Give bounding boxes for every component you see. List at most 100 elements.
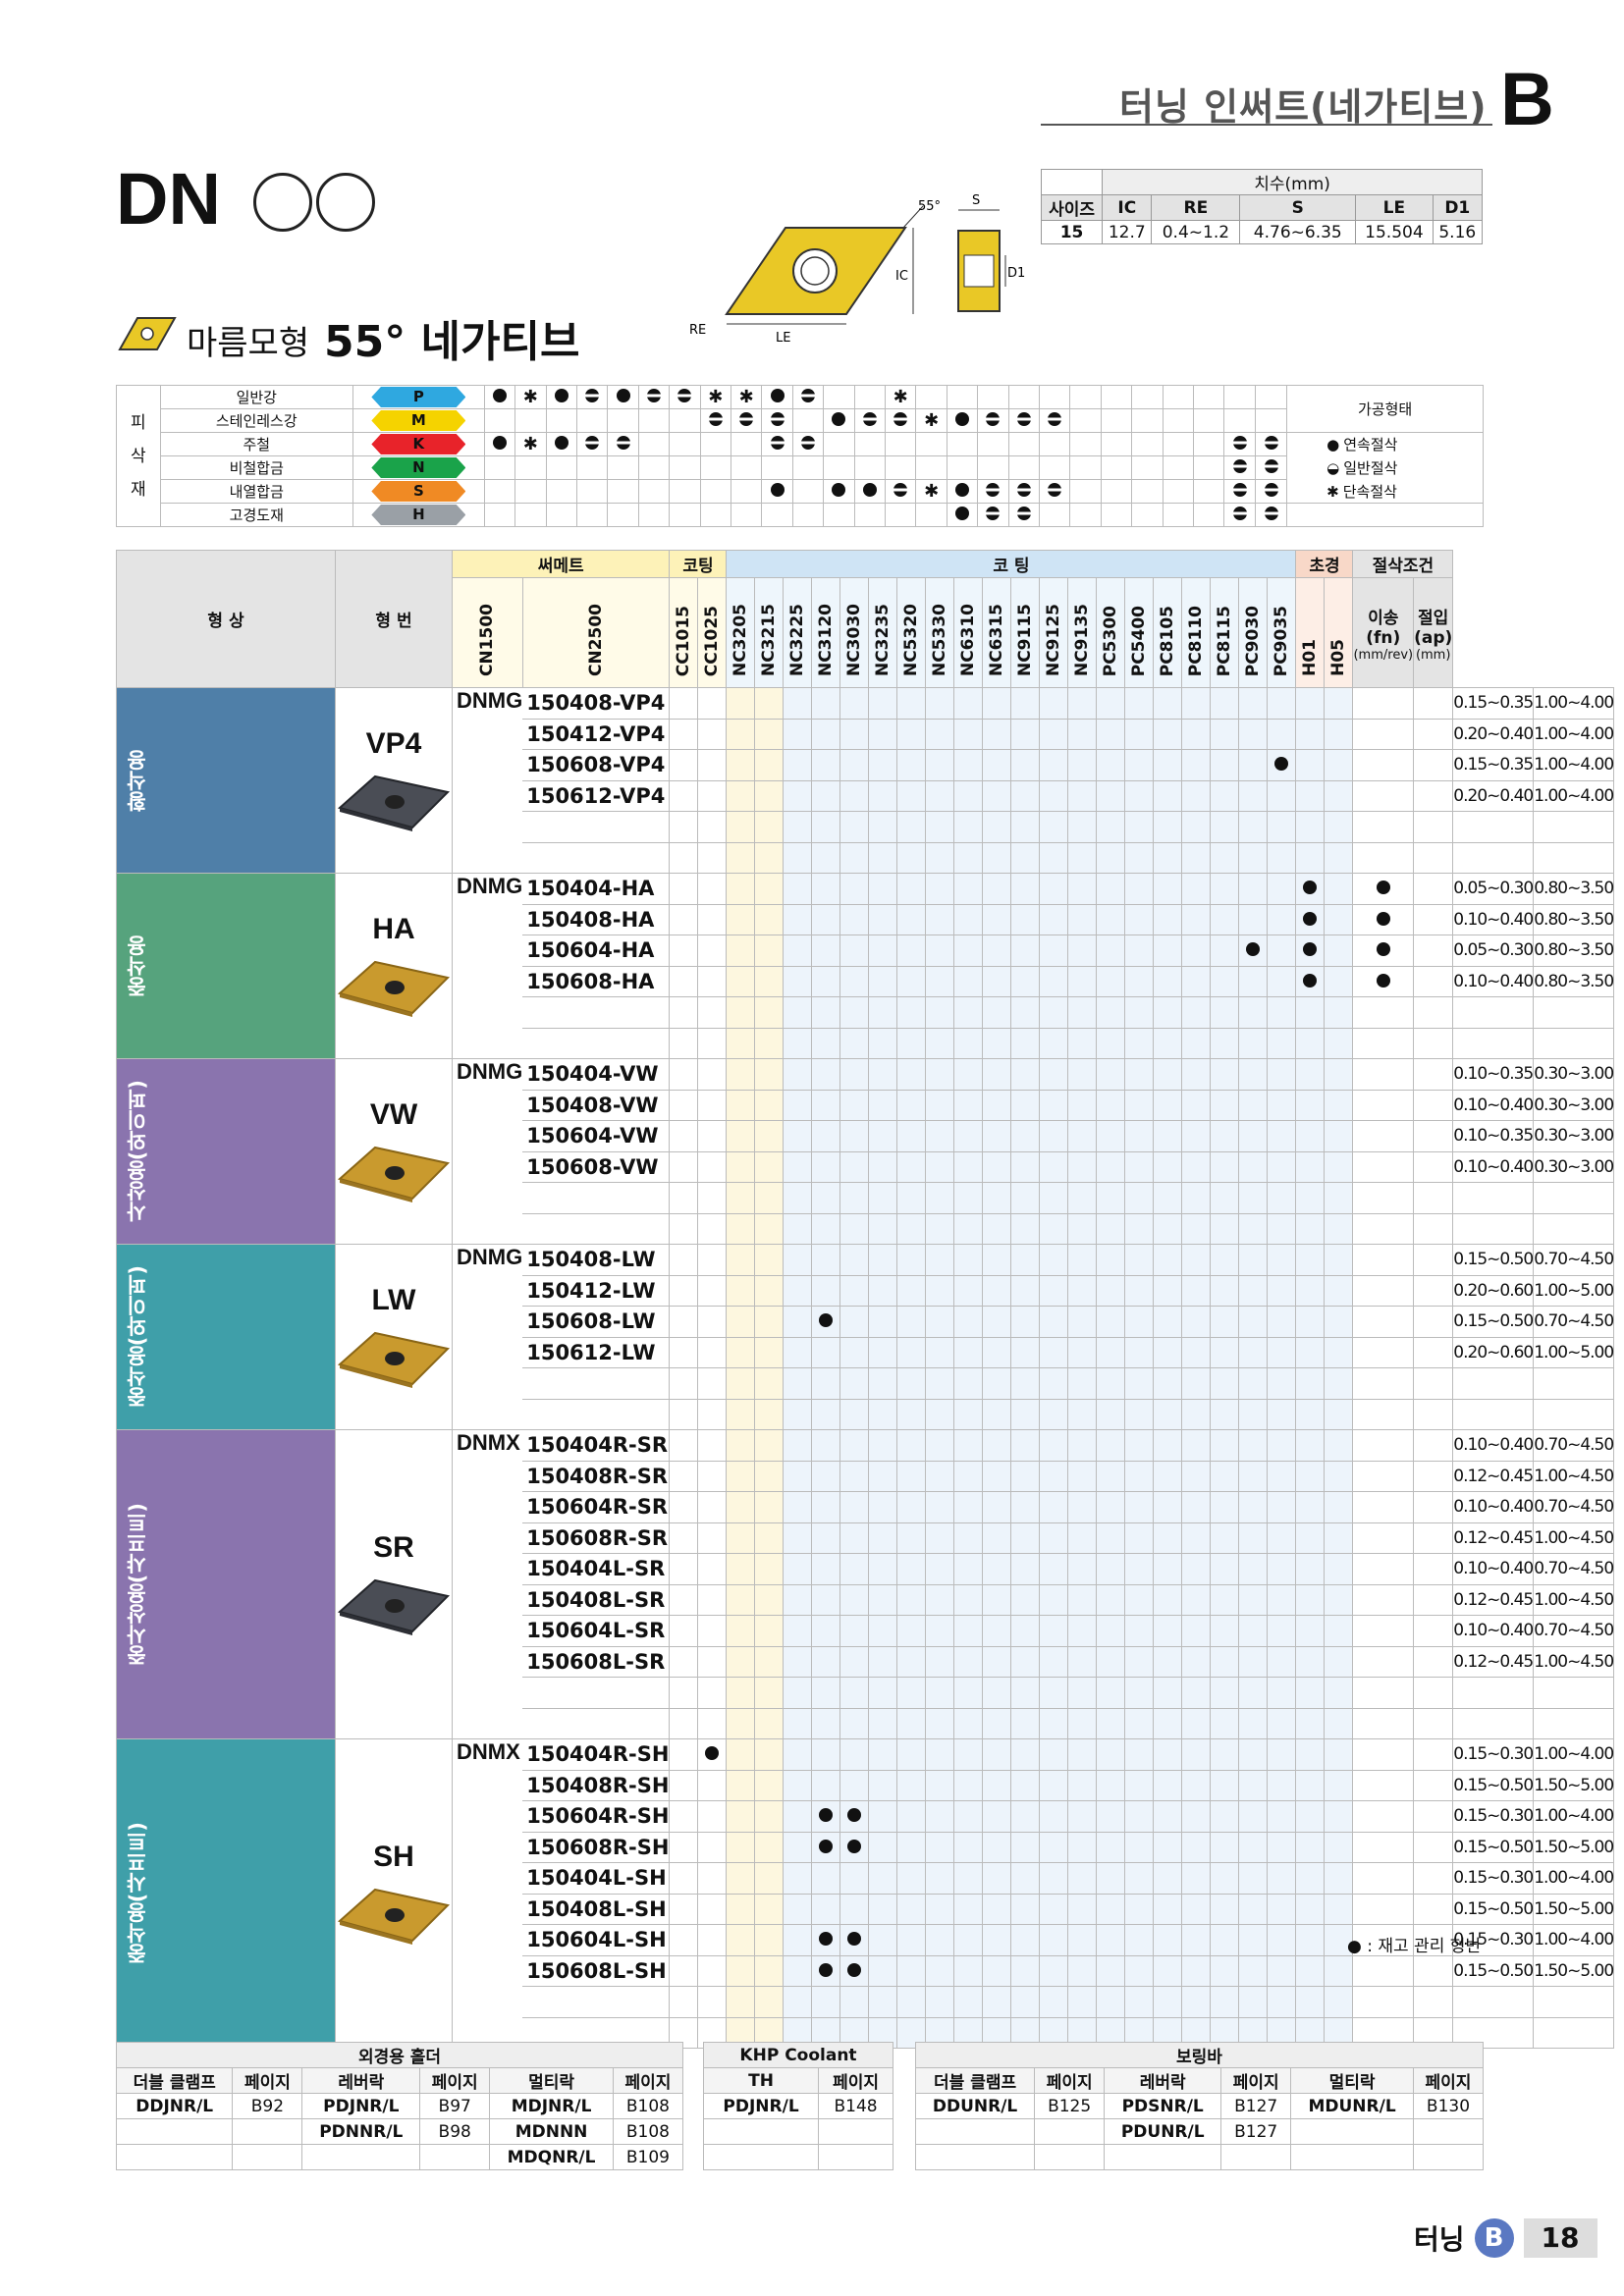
insert-code xyxy=(522,1677,671,1709)
material-grade-cell xyxy=(669,455,701,480)
grade-cell xyxy=(982,1398,1012,1430)
holder-cell xyxy=(1412,2118,1485,2145)
grade-cell xyxy=(896,779,927,812)
grade-cell xyxy=(1124,1058,1155,1091)
grade-cell xyxy=(811,1244,841,1276)
grade-cell xyxy=(1324,1429,1354,1462)
grade-cell xyxy=(1096,1274,1126,1307)
grade-cell xyxy=(669,1212,699,1245)
grade-cell xyxy=(1324,1089,1354,1121)
insert-code xyxy=(522,841,671,874)
grade-cell xyxy=(783,841,813,874)
grade-header: H05 xyxy=(1324,577,1354,688)
grade-cell xyxy=(1067,873,1098,905)
grade-cell xyxy=(1181,996,1212,1029)
grade-cell xyxy=(726,1429,756,1462)
grade-cell xyxy=(925,873,955,905)
grade-cell xyxy=(896,1491,927,1523)
grade-cell xyxy=(1096,1893,1126,1925)
grade-cell xyxy=(925,1738,955,1771)
grade-cell xyxy=(982,1182,1012,1214)
grade-cell xyxy=(697,1677,728,1709)
header-title: 터닝 인써트(네가티브) xyxy=(1119,85,1488,129)
grade-cell xyxy=(839,1274,870,1307)
grade-cell xyxy=(783,1954,813,1987)
material-name: 비철합금 xyxy=(159,455,353,480)
grade-cell xyxy=(1181,1089,1212,1121)
stock-dot xyxy=(819,1932,834,1947)
grade-cell xyxy=(697,903,728,935)
grade-cell xyxy=(726,996,756,1029)
grade-cell xyxy=(1324,1027,1354,1059)
grade-cell xyxy=(1267,1244,1297,1276)
grade-cell xyxy=(1067,903,1098,935)
grade-cell xyxy=(1352,1924,1415,1956)
grade-cell xyxy=(868,1707,898,1739)
grade-cell xyxy=(1324,687,1354,720)
grade-cell xyxy=(1039,934,1069,967)
material-grade-cell xyxy=(637,479,671,504)
grade-cell xyxy=(1153,903,1183,935)
grade-cell xyxy=(1039,1274,1069,1307)
grade-cell xyxy=(1039,1615,1069,1647)
grade-cell xyxy=(839,1553,870,1585)
grade-cell xyxy=(1096,1429,1126,1462)
grade-cell xyxy=(697,1553,728,1585)
grade-cell xyxy=(1153,1150,1183,1183)
grade-cell xyxy=(1413,779,1454,812)
grade-cell xyxy=(896,841,927,874)
grade-cell xyxy=(1124,811,1155,843)
grade-cell xyxy=(982,1027,1012,1059)
material-grade-cell xyxy=(1039,385,1071,409)
material-grade-cell xyxy=(483,455,516,480)
grade-cell xyxy=(1413,718,1454,750)
grade-cell xyxy=(1124,841,1155,874)
grade-cell xyxy=(1352,1089,1415,1121)
table-row: 황삭용 VP4 DNMG 150408-VP4 0.15~0.35 1.00~4.00 xyxy=(116,687,1615,874)
grade-cell xyxy=(1010,718,1041,750)
grade-cell xyxy=(1096,1522,1126,1554)
grade-cell xyxy=(1181,1367,1212,1400)
material-code-tag: N xyxy=(371,457,466,478)
grade-cell xyxy=(754,811,785,843)
grade-cell xyxy=(982,811,1012,843)
grade-cell xyxy=(982,1769,1012,1801)
continuous-cut-mark xyxy=(955,482,970,497)
material-cbn-cell xyxy=(1255,385,1288,409)
processing-symbol: ✱ xyxy=(1326,482,1339,501)
grade-cell xyxy=(811,903,841,935)
grade-cell xyxy=(1096,1306,1126,1338)
grade-cell xyxy=(1153,718,1183,750)
grade-cell xyxy=(669,1583,699,1616)
grade-cell xyxy=(1096,1367,1126,1400)
material-grade-cell xyxy=(884,455,917,480)
grade-cell xyxy=(669,1150,699,1183)
grade-cell xyxy=(1324,1398,1354,1430)
material-grade-cell xyxy=(1039,455,1071,480)
khp-coolant-table: KHP Coolant TH 페이지 PDJNR/L B148 xyxy=(702,2042,893,2170)
grade-name: NC3205 xyxy=(731,603,751,676)
grade-cell xyxy=(1210,718,1240,750)
grade-cell xyxy=(925,1800,955,1833)
insert-code: 150404R-SR xyxy=(522,1429,671,1462)
grade-cell xyxy=(754,687,785,720)
insert-code: 150604-HA xyxy=(522,934,671,967)
grade-cell xyxy=(896,1058,927,1091)
s-label: S xyxy=(972,193,980,208)
grade-cell xyxy=(1067,1306,1098,1338)
grade-cell xyxy=(697,1738,728,1771)
dimension-header: IC xyxy=(1102,194,1153,221)
grade-cell xyxy=(1267,1491,1297,1523)
holder-cell xyxy=(818,2144,893,2170)
grade-cell xyxy=(1153,1615,1183,1647)
grade-cell xyxy=(982,1150,1012,1183)
grade-name: NC3225 xyxy=(787,603,808,676)
grade-cell xyxy=(1039,749,1069,781)
grade-cell xyxy=(953,873,984,905)
depth-value: 0.70~4.50 xyxy=(1533,1615,1615,1647)
insert-code: 150408-VP4 xyxy=(522,687,671,720)
material-grade-cell xyxy=(823,408,855,433)
grade-cell xyxy=(697,718,728,750)
grade-header: NC9135 xyxy=(1067,577,1098,688)
category-label: 중삭용(샤프트) xyxy=(126,1822,149,1965)
